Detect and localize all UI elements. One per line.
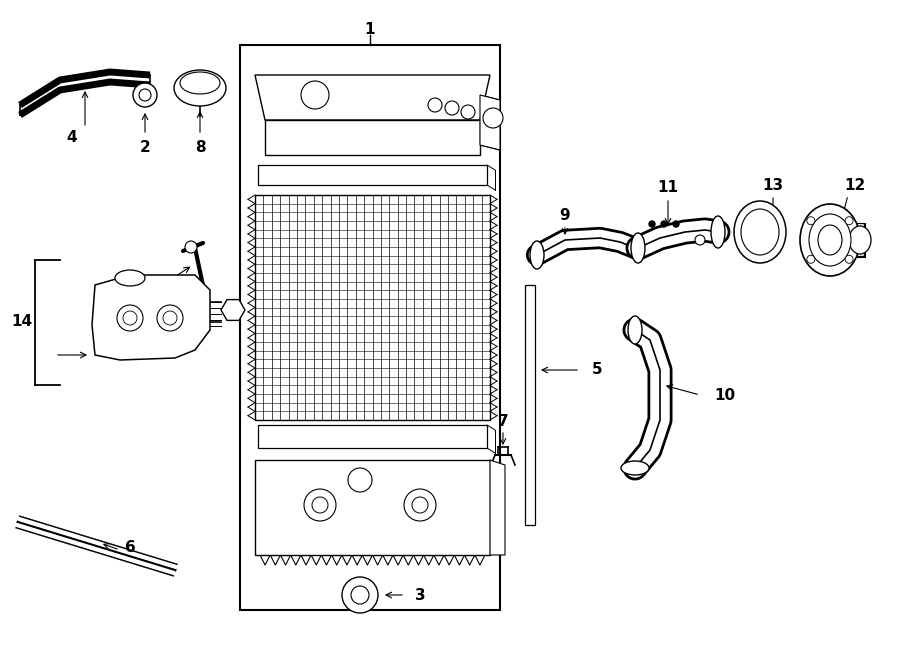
Text: 1: 1 [364, 22, 375, 38]
Ellipse shape [115, 270, 145, 286]
Bar [255, 195, 490, 420]
Circle shape [185, 241, 197, 253]
Circle shape [461, 105, 475, 119]
Text: 5: 5 [592, 362, 603, 377]
Text: 12: 12 [844, 178, 866, 192]
Polygon shape [92, 275, 210, 360]
Polygon shape [490, 460, 505, 555]
Circle shape [845, 255, 853, 263]
Circle shape [445, 101, 459, 115]
Ellipse shape [174, 70, 226, 106]
Text: 9: 9 [560, 208, 571, 223]
Circle shape [351, 586, 369, 604]
Bar [525, 285, 535, 525]
Bar [240, 45, 500, 610]
Ellipse shape [530, 241, 544, 269]
Circle shape [483, 108, 503, 128]
Ellipse shape [711, 216, 725, 248]
Circle shape [342, 577, 378, 613]
Circle shape [304, 489, 336, 521]
Ellipse shape [628, 316, 642, 344]
Text: 10: 10 [714, 387, 735, 403]
Circle shape [301, 81, 329, 109]
Circle shape [123, 311, 137, 325]
Text: 3: 3 [415, 588, 426, 602]
Polygon shape [16, 516, 176, 576]
Circle shape [312, 497, 328, 513]
Text: 15: 15 [151, 301, 172, 315]
Ellipse shape [800, 204, 860, 276]
Circle shape [695, 235, 705, 245]
Polygon shape [265, 120, 480, 155]
Circle shape [428, 98, 442, 112]
Ellipse shape [818, 225, 842, 255]
Ellipse shape [180, 72, 220, 94]
Polygon shape [255, 460, 490, 555]
Circle shape [661, 221, 667, 227]
Ellipse shape [809, 214, 851, 266]
Circle shape [649, 221, 655, 227]
Text: 8: 8 [194, 139, 205, 155]
Text: 14: 14 [12, 315, 32, 329]
Circle shape [806, 217, 814, 225]
Text: 13: 13 [762, 178, 784, 192]
Text: 6: 6 [124, 541, 135, 555]
Circle shape [117, 305, 143, 331]
Polygon shape [258, 165, 487, 185]
Polygon shape [480, 95, 500, 150]
Ellipse shape [849, 226, 871, 254]
Ellipse shape [734, 201, 786, 263]
Polygon shape [255, 75, 490, 120]
Circle shape [845, 217, 853, 225]
Ellipse shape [621, 461, 649, 475]
Text: 16: 16 [130, 276, 152, 290]
Circle shape [163, 311, 177, 325]
Ellipse shape [741, 209, 779, 255]
Circle shape [412, 497, 428, 513]
Text: 2: 2 [140, 139, 150, 155]
Polygon shape [258, 425, 487, 448]
Circle shape [139, 89, 151, 101]
Circle shape [806, 255, 814, 263]
Text: 4: 4 [67, 130, 77, 145]
Ellipse shape [631, 233, 645, 263]
Circle shape [133, 83, 157, 107]
Circle shape [348, 468, 372, 492]
Text: 7: 7 [498, 414, 508, 430]
Text: 11: 11 [658, 180, 679, 196]
Circle shape [404, 489, 436, 521]
Circle shape [673, 221, 679, 227]
Circle shape [157, 305, 183, 331]
